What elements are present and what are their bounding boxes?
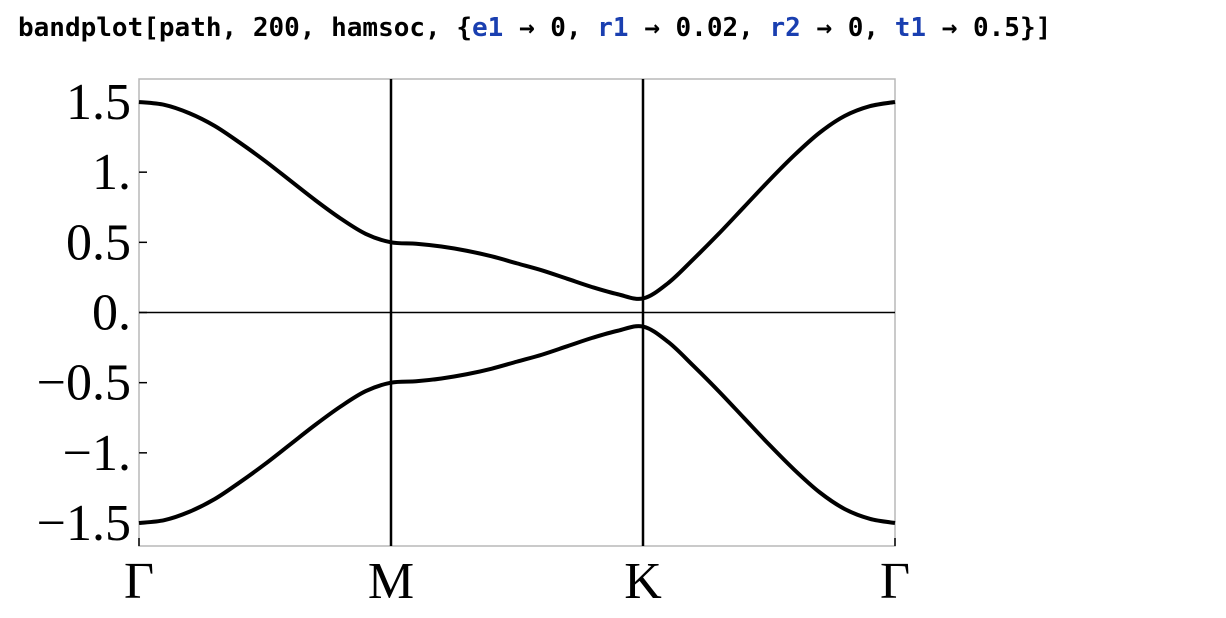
rule-arrow: →: [926, 13, 973, 43]
rule-arrow: →: [503, 13, 551, 43]
upper-band-line: [138, 100, 896, 301]
rule-symbol: e1: [472, 13, 504, 43]
y-tick-label: 0.5: [66, 214, 131, 271]
list-open-brace: {: [456, 13, 472, 43]
y-tick-label: −0.5: [37, 355, 131, 412]
y-tick-label: 1.: [92, 144, 131, 201]
separator: ,: [425, 13, 457, 43]
rule-arrow: →: [628, 13, 676, 43]
rule-symbol: r1: [597, 13, 629, 43]
separator: ,: [221, 13, 253, 43]
rule-symbol: r2: [769, 13, 801, 43]
argument: 200: [252, 13, 300, 43]
x-tick-label: M: [368, 553, 414, 610]
rule-symbol: t1: [894, 13, 927, 43]
function-name: bandplot: [18, 13, 144, 43]
x-tick-label: Γ: [880, 553, 910, 610]
y-tick-label: −1.: [63, 425, 131, 482]
rule-arrow: →: [800, 13, 848, 43]
lower-band-line: [138, 324, 896, 525]
command-line[interactable]: bandplot[path, 200, hamsoc, {e1 → 0, r1 …: [18, 10, 1051, 46]
rule-value: 0.5: [973, 13, 1020, 43]
x-tick-label: Γ: [124, 553, 154, 610]
argument: path: [158, 13, 222, 43]
x-tick-label: K: [624, 553, 662, 610]
y-tick-label: 1.5: [66, 74, 131, 131]
separator: ,: [738, 13, 770, 43]
close-bracket: ]: [1035, 13, 1052, 43]
separator: ,: [299, 13, 332, 43]
y-tick-label: −1.5: [37, 495, 131, 552]
rule-value: 0: [847, 13, 864, 43]
separator: ,: [863, 13, 895, 43]
list-close-brace: }: [1019, 13, 1036, 43]
y-tick-label: 0.: [92, 285, 131, 342]
open-bracket: [: [143, 13, 159, 43]
rule-value: 0.02: [675, 13, 739, 43]
argument: hamsoc: [331, 13, 426, 43]
rule-value: 0: [550, 13, 566, 43]
separator: ,: [565, 13, 598, 43]
